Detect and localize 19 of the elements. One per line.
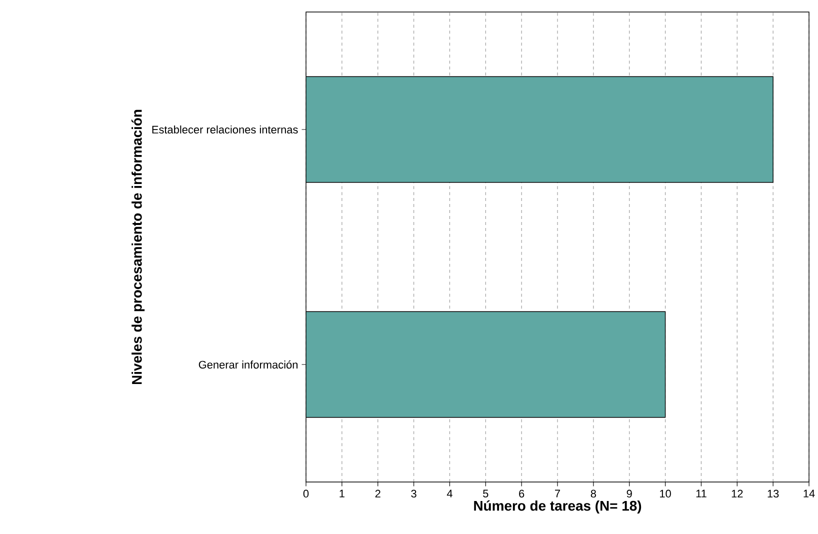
x-tick-label: 5 [483,490,488,498]
x-tick-label: 3 [411,490,416,498]
x-tick-label: 10 [660,490,671,498]
x-tick-label: 4 [446,490,452,498]
x-tick-label: 9 [626,490,632,498]
x-tick-label: 14 [804,490,815,498]
x-tick-label: 2 [375,490,380,498]
x-axis-title: Número de tareas (N= 18) [474,500,642,514]
y-tick-label: Generar información [198,360,298,369]
x-tick-label: 7 [555,490,560,498]
x-tick-label: 11 [696,490,706,498]
y-axis-title: Niveles de procesamiento de información [131,110,145,384]
x-tick-label: 6 [519,490,524,498]
x-tick-label: 0 [303,490,309,498]
y-tick-label: Establecer relaciones internas [152,125,298,134]
x-tick-label: 8 [590,490,596,498]
x-tick-label: 1 [340,490,344,498]
x-tick-label: 12 [732,490,743,498]
x-tick-label: 13 [768,490,779,498]
